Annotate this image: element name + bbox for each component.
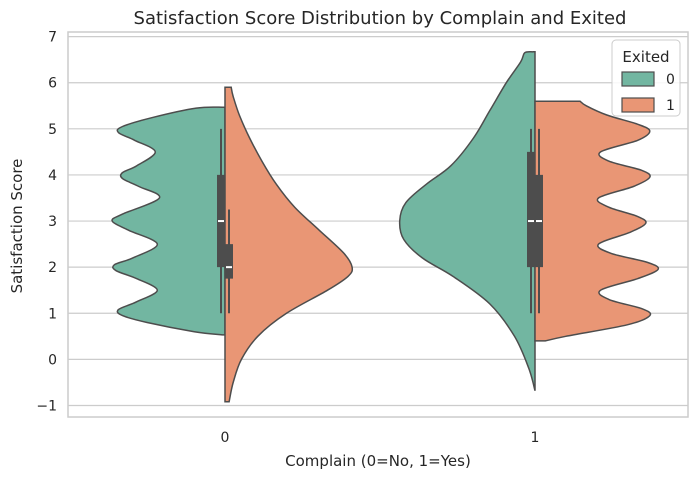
legend-entries: 01 — [621, 71, 675, 114]
plot-frame — [67, 31, 689, 418]
legend-swatch — [621, 71, 655, 87]
y-tick-label: −1 — [36, 398, 57, 414]
y-tick-label: 5 — [48, 122, 57, 138]
inner-boxes — [217, 128, 543, 314]
legend-swatch — [621, 97, 655, 113]
chart-title: Satisfaction Score Distribution by Compl… — [134, 8, 627, 29]
y-tick-label: 3 — [48, 214, 57, 230]
violin-half-exited-0-complain-1 — [398, 50, 536, 391]
y-tick-label: 0 — [48, 352, 57, 368]
x-axis-label: Complain (0=No, 1=Yes) — [285, 452, 471, 470]
y-axis-label: Satisfaction Score — [8, 159, 26, 294]
y-tick-label: 2 — [48, 260, 57, 276]
legend-label: 1 — [666, 98, 675, 114]
violins — [111, 50, 660, 403]
x-tick-label: 0 — [221, 430, 230, 446]
violin-half-exited-0-complain-0 — [111, 106, 226, 336]
violin-half-exited-1-complain-0 — [224, 86, 354, 403]
legend: Exited 01 — [611, 39, 681, 117]
y-tick-labels: −1 0 1 2 3 4 5 6 7 — [36, 30, 57, 415]
violin-half-exited-1-complain-1 — [534, 100, 660, 342]
legend-title: Exited — [622, 48, 669, 66]
y-tick-label: 7 — [48, 30, 57, 46]
y-tick-label: 6 — [48, 76, 57, 92]
y-tick-label: 4 — [48, 168, 57, 184]
x-tick-label: 1 — [531, 430, 540, 446]
legend-label: 0 — [666, 72, 675, 88]
y-tick-label: 1 — [48, 306, 57, 322]
